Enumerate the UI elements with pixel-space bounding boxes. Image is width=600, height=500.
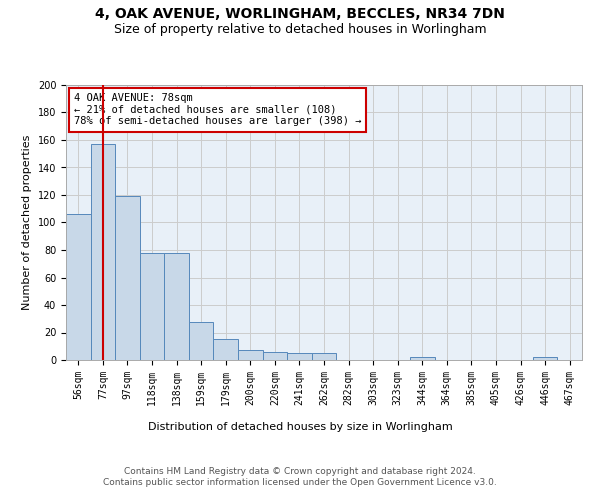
- Bar: [189, 322, 214, 360]
- Bar: [263, 352, 287, 360]
- Bar: [140, 253, 164, 360]
- Y-axis label: Number of detached properties: Number of detached properties: [22, 135, 32, 310]
- Bar: [533, 357, 557, 360]
- Bar: [66, 214, 91, 360]
- Bar: [214, 340, 238, 360]
- Bar: [238, 350, 263, 360]
- Bar: [312, 353, 336, 360]
- Text: 4 OAK AVENUE: 78sqm
← 21% of detached houses are smaller (108)
78% of semi-detac: 4 OAK AVENUE: 78sqm ← 21% of detached ho…: [74, 93, 361, 126]
- Text: Size of property relative to detached houses in Worlingham: Size of property relative to detached ho…: [113, 22, 487, 36]
- Bar: [287, 353, 312, 360]
- Bar: [91, 144, 115, 360]
- Bar: [410, 357, 434, 360]
- Text: Distribution of detached houses by size in Worlingham: Distribution of detached houses by size …: [148, 422, 452, 432]
- Text: 4, OAK AVENUE, WORLINGHAM, BECCLES, NR34 7DN: 4, OAK AVENUE, WORLINGHAM, BECCLES, NR34…: [95, 8, 505, 22]
- Bar: [164, 253, 189, 360]
- Text: Contains HM Land Registry data © Crown copyright and database right 2024.
Contai: Contains HM Land Registry data © Crown c…: [103, 468, 497, 487]
- Bar: [115, 196, 140, 360]
